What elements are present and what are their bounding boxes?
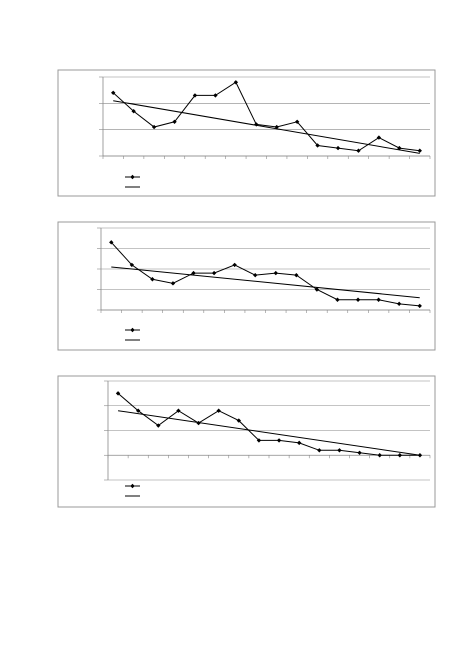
- point: [211, 270, 217, 276]
- point: [357, 450, 362, 455]
- point: [131, 109, 136, 114]
- point: [150, 277, 155, 282]
- point: [397, 453, 403, 458]
- point: [376, 297, 381, 302]
- point: [294, 119, 300, 124]
- point: [156, 423, 161, 428]
- point: [192, 93, 198, 98]
- point: [337, 448, 342, 453]
- chart: [57, 69, 436, 197]
- trendline: [113, 100, 420, 154]
- point: [236, 418, 242, 423]
- point: [355, 297, 361, 302]
- point: [191, 270, 196, 276]
- trendline: [117, 410, 421, 456]
- point: [314, 287, 320, 292]
- trendline: [111, 266, 420, 299]
- legend-marker: [130, 483, 135, 489]
- chart-frame: [57, 221, 436, 351]
- point: [256, 438, 262, 443]
- legend-marker: [130, 174, 135, 180]
- point: [335, 297, 340, 302]
- point: [135, 408, 141, 413]
- point: [335, 145, 341, 151]
- chart-frame: [57, 375, 436, 508]
- chart: [57, 221, 436, 351]
- point: [317, 448, 322, 453]
- point: [417, 148, 422, 153]
- point: [276, 438, 282, 443]
- chart-frame: [57, 69, 436, 197]
- point: [172, 119, 177, 124]
- point: [111, 90, 116, 95]
- chart: [57, 375, 436, 508]
- point: [356, 148, 361, 153]
- point: [315, 143, 320, 148]
- point: [296, 440, 302, 446]
- point: [233, 80, 239, 85]
- point: [273, 270, 278, 276]
- point: [376, 135, 382, 140]
- point: [170, 281, 176, 286]
- point: [151, 124, 157, 130]
- legend-marker: [130, 327, 135, 333]
- point: [213, 93, 218, 98]
- point: [176, 408, 181, 413]
- point: [396, 301, 402, 307]
- point: [216, 408, 221, 413]
- point: [129, 262, 135, 268]
- point: [232, 262, 237, 268]
- point: [109, 240, 114, 245]
- point: [377, 453, 382, 458]
- point: [294, 272, 299, 278]
- point: [417, 303, 422, 309]
- point: [253, 272, 258, 278]
- point: [115, 391, 121, 396]
- series-line: [110, 242, 420, 307]
